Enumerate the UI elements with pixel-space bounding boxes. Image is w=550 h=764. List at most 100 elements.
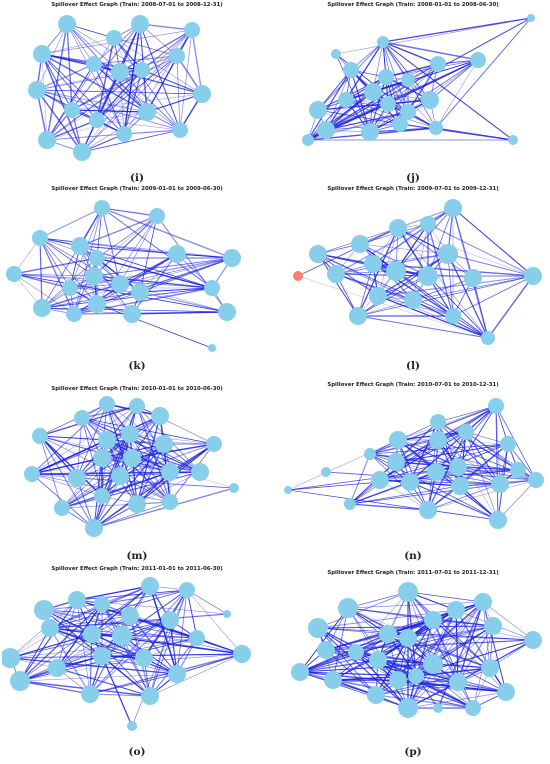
graph-edge <box>377 625 494 661</box>
graph-node <box>367 686 385 704</box>
graph-edge <box>131 589 188 727</box>
graph-edge <box>119 415 161 477</box>
graph-edge <box>119 29 193 73</box>
graph-edge <box>119 443 215 477</box>
graph-node <box>162 494 178 510</box>
graph-edge <box>13 257 98 275</box>
graph-edge <box>13 273 121 285</box>
panel-p: Spillover Effect Graph (Train: 2011-07-0… <box>278 570 548 762</box>
graph-node <box>481 659 499 677</box>
graph-node <box>161 463 179 481</box>
graph-node <box>445 308 461 324</box>
graph-node <box>128 495 146 513</box>
graph-edge <box>39 435 78 479</box>
graph-edge <box>129 433 215 445</box>
graph-edge <box>415 667 491 677</box>
graph-edge <box>382 41 514 141</box>
graph-node <box>93 647 111 665</box>
graph-node <box>527 14 535 22</box>
graph-edge <box>123 129 181 135</box>
graph-node <box>33 45 51 63</box>
graph-edge <box>349 503 429 511</box>
graph-node <box>429 431 447 449</box>
graph-edge <box>179 29 193 131</box>
graph-edge <box>412 277 474 301</box>
graph-node <box>470 52 486 68</box>
graph-edge <box>377 591 409 661</box>
graph-edge <box>46 55 178 141</box>
graph-node <box>451 477 469 495</box>
graph-edge <box>349 453 371 505</box>
graph-edge <box>457 625 494 683</box>
graph-node <box>389 671 407 689</box>
graph-edge <box>412 275 534 301</box>
graph-edge <box>191 29 203 95</box>
graph-node <box>123 449 141 467</box>
graph-edge <box>123 69 143 135</box>
graph-edge <box>385 76 437 129</box>
graph-edge <box>119 71 181 131</box>
graph-edge <box>347 607 507 693</box>
graph-edge <box>36 89 203 95</box>
graph-edge <box>19 657 145 682</box>
graph-edge <box>369 405 497 455</box>
graph-edge <box>357 299 414 317</box>
graph-edge <box>299 607 349 673</box>
graph-edge <box>317 109 401 125</box>
graph-edge <box>101 457 171 503</box>
graph-node <box>71 237 89 255</box>
graph-node <box>48 659 66 677</box>
graph-node <box>474 593 492 611</box>
graph-node <box>62 280 78 296</box>
graph-edge <box>96 257 213 289</box>
graph-edge <box>382 41 409 113</box>
graph-edge <box>41 287 213 309</box>
graph-node <box>364 255 382 273</box>
graph-node <box>2 648 20 668</box>
graph-edge <box>46 63 95 141</box>
graph-node <box>309 245 327 263</box>
graph-edge <box>41 53 121 73</box>
graph-node <box>481 331 495 345</box>
graph-node <box>510 462 526 478</box>
graph-edge <box>101 207 158 217</box>
graph-node <box>54 500 70 516</box>
graph-node <box>86 56 102 72</box>
graph-node <box>93 449 111 467</box>
graph-edge <box>31 439 108 475</box>
graph-edge <box>41 53 98 121</box>
network-graph <box>291 582 542 718</box>
graph-edge <box>407 691 507 709</box>
graph-edge <box>186 589 243 655</box>
graph-node <box>168 665 186 683</box>
network-graph <box>293 199 542 345</box>
graph-edge <box>73 291 141 315</box>
graph-edge <box>335 273 414 301</box>
graph-node <box>208 344 216 352</box>
graph-node <box>338 92 354 108</box>
graph-node <box>389 431 407 449</box>
graph-edge <box>375 694 474 709</box>
graph-edge <box>93 63 148 113</box>
panel-m: Spillover Effect Graph (Train: 2010-01-0… <box>2 386 272 566</box>
graph-edge <box>71 109 148 113</box>
graph-edge <box>39 237 71 289</box>
graph-edge <box>39 237 95 277</box>
graph-edge <box>136 405 215 445</box>
graph-edge <box>101 653 243 657</box>
graph-edge <box>101 405 138 497</box>
panel-title: Spillover Effect Graph (Train: 2010-07-0… <box>327 382 499 388</box>
graph-edge <box>435 59 479 129</box>
graph-edge <box>317 109 371 133</box>
graph-node <box>218 303 236 321</box>
network-graph <box>302 14 535 146</box>
graph-edge <box>395 207 454 272</box>
graph-edge <box>299 633 389 673</box>
graph-node <box>112 626 132 646</box>
graph-edge <box>106 403 133 459</box>
graph-edge <box>76 589 188 601</box>
graph-node <box>223 249 241 267</box>
graph-edge <box>359 243 489 339</box>
graph-node <box>302 134 314 146</box>
graph-edge <box>36 89 83 153</box>
